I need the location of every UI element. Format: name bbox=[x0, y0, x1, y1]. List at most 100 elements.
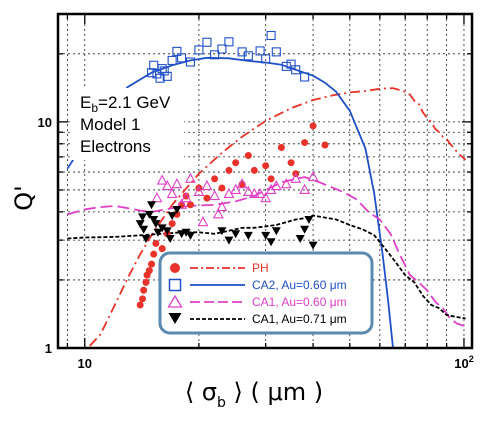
data-point-series-3 bbox=[149, 216, 159, 225]
data-point-series-2 bbox=[270, 179, 282, 191]
legend-marker-ca2 bbox=[168, 278, 182, 292]
data-point-series-1 bbox=[157, 64, 167, 74]
legend: PH CA2, Au=0.60 μm CA1, Au=0.60 μm CA1, … bbox=[158, 251, 374, 335]
x-axis-title: ⟨ σb ⟩ ( μm ) bbox=[185, 378, 323, 411]
data-point-series-2 bbox=[248, 187, 260, 199]
legend-label-ca1-071: CA1, Au=0.71 μm bbox=[252, 312, 347, 326]
data-point-series-0 bbox=[142, 278, 150, 286]
data-point-series-1 bbox=[217, 44, 227, 54]
data-point-series-3 bbox=[300, 225, 310, 234]
plot-frame bbox=[56, 12, 474, 350]
data-point-series-2 bbox=[176, 198, 187, 209]
data-point-series-3 bbox=[304, 216, 314, 225]
data-point-series-1 bbox=[261, 54, 271, 64]
data-point-series-1 bbox=[300, 72, 310, 82]
data-point-series-0 bbox=[225, 166, 233, 174]
data-point-series-0 bbox=[186, 201, 194, 209]
legend-entry-ca2: CA2, Au=0.60 μm bbox=[168, 278, 347, 292]
data-point-series-0 bbox=[301, 139, 309, 147]
data-point-series-0 bbox=[145, 267, 153, 275]
data-point-series-1 bbox=[266, 30, 276, 41]
data-point-series-0 bbox=[211, 175, 219, 183]
data-point-series-2 bbox=[171, 178, 183, 189]
data-point-series-3 bbox=[266, 238, 276, 247]
data-point-series-1 bbox=[271, 47, 281, 57]
data-point-series-2 bbox=[197, 216, 209, 227]
data-point-series-0 bbox=[182, 192, 190, 200]
data-point-series-3 bbox=[139, 225, 149, 234]
legend-entry-ca1-060: CA1, Au=0.60 μm bbox=[167, 294, 347, 309]
x-tick-label: 10 bbox=[78, 356, 92, 371]
y-tick-label: 10 bbox=[38, 115, 52, 130]
legend-frame bbox=[158, 251, 374, 335]
data-point-series-2 bbox=[260, 191, 272, 203]
data-point-series-0 bbox=[287, 159, 295, 167]
legend-entry-ph: PH bbox=[170, 261, 269, 275]
data-point-series-1 bbox=[255, 46, 265, 56]
data-point-series-0 bbox=[203, 194, 211, 202]
data-point-series-3 bbox=[147, 201, 157, 210]
data-point-series-3 bbox=[308, 241, 318, 250]
data-point-series-3 bbox=[217, 227, 227, 236]
legend-label-ca2: CA2, Au=0.60 μm bbox=[252, 278, 347, 292]
data-point-series-3 bbox=[151, 220, 161, 229]
data-point-series-3 bbox=[271, 227, 281, 236]
data-point-series-3 bbox=[162, 227, 172, 236]
data-point-series-0 bbox=[140, 286, 148, 294]
data-point-series-2 bbox=[230, 183, 242, 195]
data-point-series-1 bbox=[177, 53, 187, 63]
data-point-series-1 bbox=[185, 57, 196, 67]
data-point-series-1 bbox=[194, 45, 204, 55]
data-point-series-1 bbox=[146, 68, 157, 78]
data-point-series-3 bbox=[243, 231, 253, 240]
data-point-series-2 bbox=[209, 189, 221, 201]
legend-entry-ca1-071: CA1, Au=0.71 μm bbox=[168, 312, 347, 326]
legend-label-ph: PH bbox=[252, 261, 269, 275]
data-point-series-3 bbox=[224, 236, 234, 245]
data-point-series-3 bbox=[157, 224, 167, 233]
data-point-series-0 bbox=[139, 295, 147, 303]
data-point-series-3 bbox=[138, 213, 148, 222]
data-point-series-0 bbox=[250, 166, 258, 174]
data-point-series-3 bbox=[261, 231, 271, 240]
data-point-series-3 bbox=[141, 234, 151, 243]
data-point-series-0 bbox=[309, 122, 317, 130]
data-point-series-3 bbox=[135, 220, 145, 229]
data-point-series-3 bbox=[167, 212, 177, 221]
data-point-series-2 bbox=[254, 187, 266, 199]
data-point-series-2 bbox=[193, 185, 205, 196]
data-point-series-1 bbox=[243, 51, 253, 61]
data-point-series-1 bbox=[281, 61, 291, 71]
x-tick-label: 102 bbox=[454, 354, 473, 371]
data-point-series-3 bbox=[165, 234, 175, 243]
data-point-series-2 bbox=[185, 172, 196, 183]
data-point-series-0 bbox=[148, 260, 156, 268]
legend-marker-ca1-060 bbox=[167, 294, 183, 308]
data-point-series-0 bbox=[218, 184, 226, 192]
data-point-series-1 bbox=[210, 50, 220, 60]
annotation-model: Model 1 bbox=[80, 115, 140, 134]
data-point-series-2 bbox=[290, 172, 302, 183]
data-point-series-2 bbox=[166, 187, 178, 199]
data-point-series-0 bbox=[136, 301, 144, 309]
legend-marker-ph bbox=[170, 263, 180, 273]
annotation-beam-energy: Eb=2.1 GeV bbox=[80, 93, 171, 115]
data-point-series-1 bbox=[162, 71, 172, 81]
data-point-series-3 bbox=[295, 234, 305, 243]
data-point-series-2 bbox=[299, 183, 311, 195]
data-point-series-2 bbox=[151, 191, 163, 203]
data-point-series-0 bbox=[168, 220, 176, 228]
series-line-2 bbox=[67, 176, 466, 327]
y-tick-label: 1 bbox=[45, 341, 52, 356]
data-point-series-0 bbox=[244, 152, 252, 160]
data-point-series-1 bbox=[172, 46, 182, 56]
data-point-series-0 bbox=[232, 159, 240, 167]
data-point-series-2 bbox=[212, 208, 224, 219]
data-point-series-1 bbox=[159, 66, 169, 76]
data-point-series-1 bbox=[291, 65, 301, 75]
data-point-series-0 bbox=[150, 250, 158, 258]
y-axis-title: Q' bbox=[10, 185, 38, 211]
data-point-series-3 bbox=[185, 231, 195, 240]
data-point-series-0 bbox=[321, 141, 329, 149]
